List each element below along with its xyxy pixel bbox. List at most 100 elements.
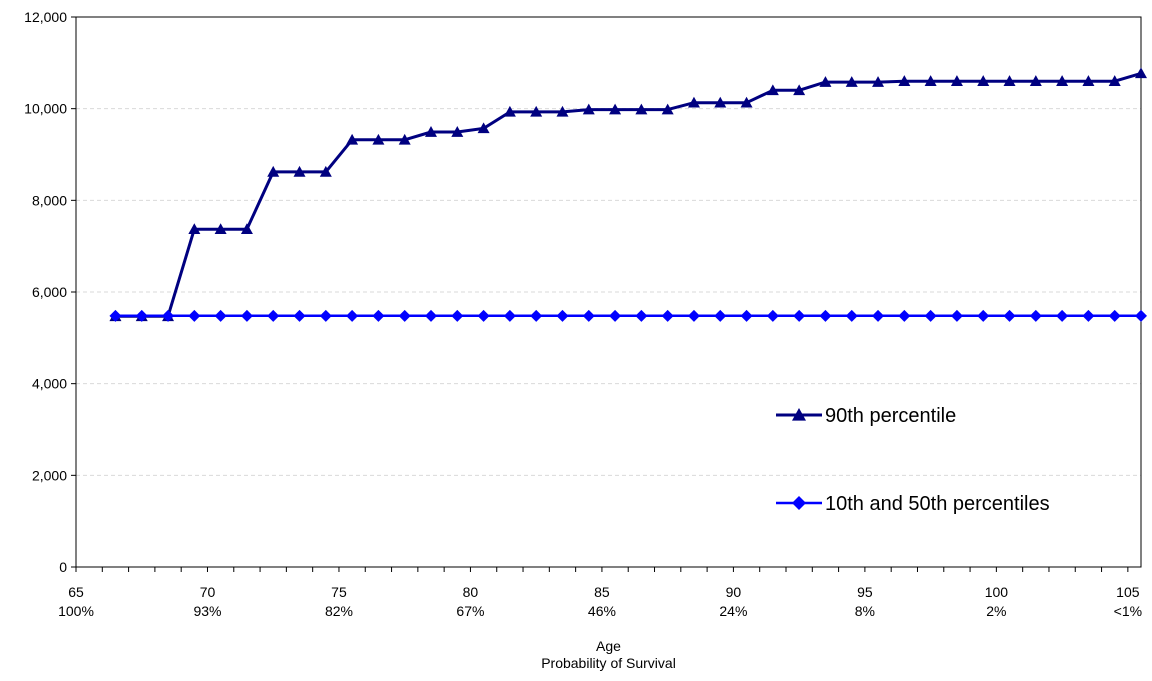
series-group	[109, 67, 1147, 322]
data-point-diamond	[372, 309, 385, 322]
y-tick-label: 0	[59, 559, 67, 575]
x-axis: 65 100% 70 93% 75 82% 80 67% 85 46% 90 24% 95 8% 100 2%…	[58, 567, 1142, 619]
data-point-diamond	[740, 309, 753, 322]
x-tick-label-survival: 8%	[855, 603, 875, 619]
y-tick-label: 10,000	[24, 101, 67, 117]
data-point-diamond	[582, 309, 595, 322]
data-point-triangle	[346, 133, 359, 145]
series-90th-percentile	[109, 67, 1147, 322]
x-tick-label-survival: 46%	[588, 603, 616, 619]
data-point-diamond	[872, 309, 885, 322]
data-point-triangle	[872, 76, 885, 87]
data-point-diamond	[977, 309, 990, 322]
x-tick-label-survival: 82%	[325, 603, 353, 619]
data-point-triangle	[425, 126, 437, 137]
x-tick-label-survival: 67%	[456, 603, 484, 619]
data-point-triangle	[214, 223, 227, 235]
x-axis-title: Age	[596, 638, 621, 654]
data-point-triangle	[503, 105, 516, 117]
data-point-triangle	[582, 103, 595, 115]
data-point-diamond	[1135, 309, 1147, 322]
data-point-triangle	[477, 122, 490, 134]
data-point-diamond	[924, 309, 937, 322]
data-point-diamond	[714, 309, 727, 322]
data-point-diamond	[109, 309, 122, 322]
x-tick-label-age: 65	[68, 584, 84, 600]
data-point-triangle	[635, 103, 648, 115]
data-point-triangle	[556, 105, 569, 117]
x-tick-label-age: 70	[200, 584, 216, 600]
legend-label-10th-50th: 10th and 50th percentiles	[825, 493, 1050, 515]
data-point-diamond	[162, 309, 175, 322]
data-point-diamond	[214, 309, 227, 322]
data-point-diamond	[661, 309, 674, 322]
x-tick-label-survival: <1%	[1114, 603, 1142, 619]
data-point-diamond	[319, 309, 332, 322]
data-point-diamond	[1082, 309, 1095, 322]
data-point-triangle	[1108, 75, 1121, 86]
legend-marker-triangle	[792, 408, 806, 421]
data-point-diamond	[267, 309, 280, 322]
x-tick-label-survival: 2%	[986, 603, 1006, 619]
data-point-diamond	[1108, 309, 1121, 322]
data-point-diamond	[1029, 309, 1042, 322]
x-axis-subtitle: Probability of Survival	[541, 655, 676, 671]
data-point-triangle	[793, 84, 806, 96]
data-point-diamond	[293, 309, 306, 322]
data-point-diamond	[425, 309, 437, 322]
legend: 90th percentile 10th and 50th percentile…	[776, 405, 1050, 515]
legend-marker-diamond	[792, 496, 806, 510]
x-tick-label-survival: 100%	[58, 603, 94, 619]
series-10th-50th-percentiles	[109, 309, 1147, 322]
x-tick-label-age: 100	[985, 584, 1009, 600]
data-point-diamond	[451, 309, 464, 322]
data-point-diamond	[1056, 309, 1069, 322]
data-point-diamond	[240, 309, 253, 322]
data-point-triangle	[451, 126, 464, 137]
y-tick-label: 4,000	[32, 376, 67, 392]
data-point-diamond	[766, 309, 779, 322]
data-point-triangle	[609, 103, 622, 115]
legend-label-90th: 90th percentile	[825, 405, 956, 427]
data-point-triangle	[240, 223, 253, 235]
data-point-triangle	[1056, 75, 1069, 86]
legend-item-90th: 90th percentile	[776, 405, 956, 427]
data-point-diamond	[398, 309, 411, 322]
x-tick-label-age: 105	[1116, 584, 1140, 600]
data-point-triangle	[398, 133, 411, 145]
data-point-diamond	[1003, 309, 1016, 322]
data-point-diamond	[188, 309, 201, 322]
data-point-triangle	[1003, 75, 1016, 86]
x-tick-label-age: 80	[463, 584, 479, 600]
y-axis: 0 2,000 4,000 6,000 8,000 10,000 12,000	[24, 9, 76, 575]
data-point-diamond	[819, 309, 832, 322]
series-line	[115, 71, 1142, 318]
data-point-triangle	[372, 133, 385, 145]
data-point-diamond	[950, 309, 963, 322]
data-point-diamond	[898, 309, 911, 322]
data-point-diamond	[556, 309, 569, 322]
plot-area-frame	[75, 16, 1142, 568]
data-point-triangle	[1082, 75, 1095, 86]
data-point-diamond	[687, 309, 700, 322]
data-point-diamond	[477, 309, 490, 322]
data-point-triangle	[924, 75, 937, 86]
data-point-triangle	[188, 223, 201, 235]
data-point-triangle	[661, 103, 674, 115]
data-point-diamond	[503, 309, 516, 322]
data-point-diamond	[346, 309, 359, 322]
data-point-triangle	[950, 75, 963, 86]
data-point-triangle	[819, 76, 832, 87]
y-tick-label: 8,000	[32, 192, 67, 208]
data-point-triangle	[740, 96, 753, 108]
data-point-triangle	[687, 96, 700, 108]
data-point-diamond	[135, 309, 148, 322]
data-point-diamond	[609, 309, 622, 322]
data-point-triangle	[293, 165, 306, 177]
data-point-triangle	[319, 165, 332, 177]
data-point-diamond	[845, 309, 858, 322]
data-point-triangle	[530, 105, 543, 117]
x-tick-label-age: 75	[331, 584, 347, 600]
y-tick-label: 2,000	[32, 467, 67, 483]
data-point-diamond	[635, 309, 648, 322]
